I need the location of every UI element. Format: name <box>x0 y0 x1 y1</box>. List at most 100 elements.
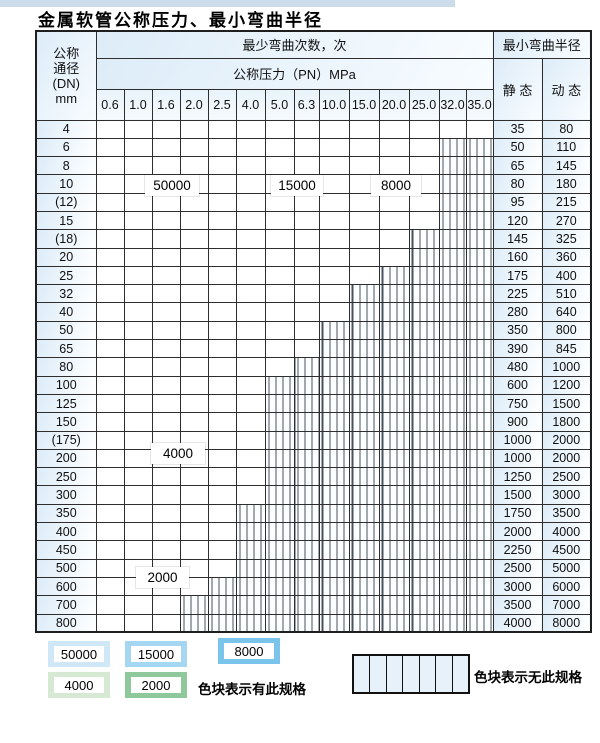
no-spec-cell <box>438 174 467 194</box>
spec-available-cell <box>95 174 125 194</box>
dynamic-radius-cell: 4500 <box>541 540 592 560</box>
spec-available-cell <box>95 375 125 395</box>
no-spec-cell <box>408 412 440 432</box>
spec-available-cell <box>123 430 153 450</box>
no-spec-cell <box>465 174 494 194</box>
no-spec-cell <box>179 595 209 615</box>
no-spec-cell <box>348 302 380 322</box>
cycle-label-8000: 8000 <box>371 175 421 196</box>
dn-value-cell: 50 <box>35 320 97 341</box>
spec-available-cell <box>235 320 266 341</box>
no-spec-cell <box>293 412 320 432</box>
spec-available-cell <box>235 174 266 194</box>
spec-available-cell <box>123 412 153 432</box>
spec-available-cell <box>179 284 209 304</box>
spec-available-cell <box>408 156 440 176</box>
no-spec-cell <box>293 357 320 377</box>
static-radius-cell: 3000 <box>492 576 543 597</box>
dn-value-cell: 4 <box>35 119 97 139</box>
no-spec-cell <box>264 375 295 395</box>
cycle-label-2000: 2000 <box>136 567 189 588</box>
no-spec-cell <box>264 412 295 432</box>
spec-available-cell <box>151 192 181 212</box>
table-row: 500 2500 5000 <box>35 558 592 578</box>
no-spec-cell <box>264 503 295 524</box>
static-radius-cell: 1000 <box>492 448 543 469</box>
spec-available-cell <box>151 210 181 231</box>
table-row: 600 3000 6000 <box>35 576 592 597</box>
spec-available-cell <box>207 229 237 249</box>
no-spec-pattern-cell <box>436 656 453 692</box>
dn-value-cell: 400 <box>35 522 97 542</box>
spec-available-cell <box>235 430 266 450</box>
no-spec-cell <box>348 595 380 615</box>
no-spec-cell <box>465 393 494 414</box>
static-radius-cell: 2250 <box>492 540 543 560</box>
no-spec-cell <box>465 558 494 578</box>
spec-available-cell <box>123 156 153 176</box>
no-spec-cell <box>207 595 237 615</box>
table-row: 800 4000 8000 <box>35 613 592 633</box>
static-radius-cell: 600 <box>492 375 543 395</box>
no-spec-cell <box>465 284 494 304</box>
spec-available-cell <box>235 485 266 505</box>
spec-table-container: 公称 通径 (DN) mm 最少弯曲次数，次 最小弯曲半径 公称压力（PN）MP… <box>35 30 593 634</box>
cycle-label-4000: 4000 <box>151 443 205 464</box>
no-spec-cell <box>293 540 320 560</box>
dn-value-cell: 600 <box>35 576 97 597</box>
dn-header-line: 通径 <box>53 60 80 76</box>
spec-available-cell <box>123 119 153 139</box>
no-spec-cell <box>408 375 440 395</box>
spec-available-cell <box>408 192 440 212</box>
dn-value-cell: 500 <box>35 558 97 578</box>
spec-available-cell <box>207 467 237 487</box>
spec-available-cell <box>123 284 153 304</box>
spec-available-cell <box>207 522 237 542</box>
no-spec-cell <box>408 595 440 615</box>
table-row: 8 65 145 <box>35 156 592 176</box>
spec-available-cell <box>179 210 209 231</box>
dynamic-radius-cell: 215 <box>541 192 592 212</box>
table-row: 80 480 1000 <box>35 357 592 377</box>
no-spec-cell <box>235 503 266 524</box>
no-spec-cell <box>235 576 266 597</box>
dynamic-radius-cell: 1500 <box>541 393 592 414</box>
spec-available-cell <box>123 613 153 633</box>
spec-available-cell <box>95 119 125 139</box>
spec-available-cell <box>179 522 209 542</box>
no-spec-cell <box>264 540 295 560</box>
spec-available-cell <box>348 247 380 267</box>
spec-available-cell <box>318 192 350 212</box>
no-spec-cell <box>438 302 467 322</box>
no-spec-cell <box>348 522 380 542</box>
table-row: 4 35 80 <box>35 119 592 139</box>
no-spec-pattern-cell <box>403 656 420 692</box>
spec-available-cell <box>293 339 320 359</box>
spec-available-cell <box>151 302 181 322</box>
spec-available-cell <box>264 247 295 267</box>
spec-available-cell <box>123 210 153 231</box>
spec-available-cell <box>151 156 181 176</box>
dn-value-cell: 350 <box>35 503 97 524</box>
no-spec-cell <box>408 430 440 450</box>
dn-value-cell: 150 <box>35 412 97 432</box>
spec-available-cell <box>348 210 380 231</box>
spec-available-cell <box>438 119 467 139</box>
spec-available-cell <box>235 375 266 395</box>
spec-available-cell <box>207 137 237 158</box>
no-spec-cell <box>235 522 266 542</box>
spec-available-cell <box>95 393 125 414</box>
table-row: 50 350 800 <box>35 320 592 341</box>
no-spec-cell <box>438 137 467 158</box>
no-spec-cell <box>408 339 440 359</box>
static-radius-cell: 145 <box>492 229 543 249</box>
spec-available-cell <box>151 485 181 505</box>
spec-available-cell <box>264 302 295 322</box>
no-spec-cell <box>348 320 380 341</box>
spec-available-cell <box>95 357 125 377</box>
static-radius-cell: 160 <box>492 247 543 267</box>
table-row: 32 225 510 <box>35 284 592 304</box>
no-spec-cell <box>264 430 295 450</box>
spec-available-cell <box>123 137 153 158</box>
no-spec-cell <box>408 247 440 267</box>
